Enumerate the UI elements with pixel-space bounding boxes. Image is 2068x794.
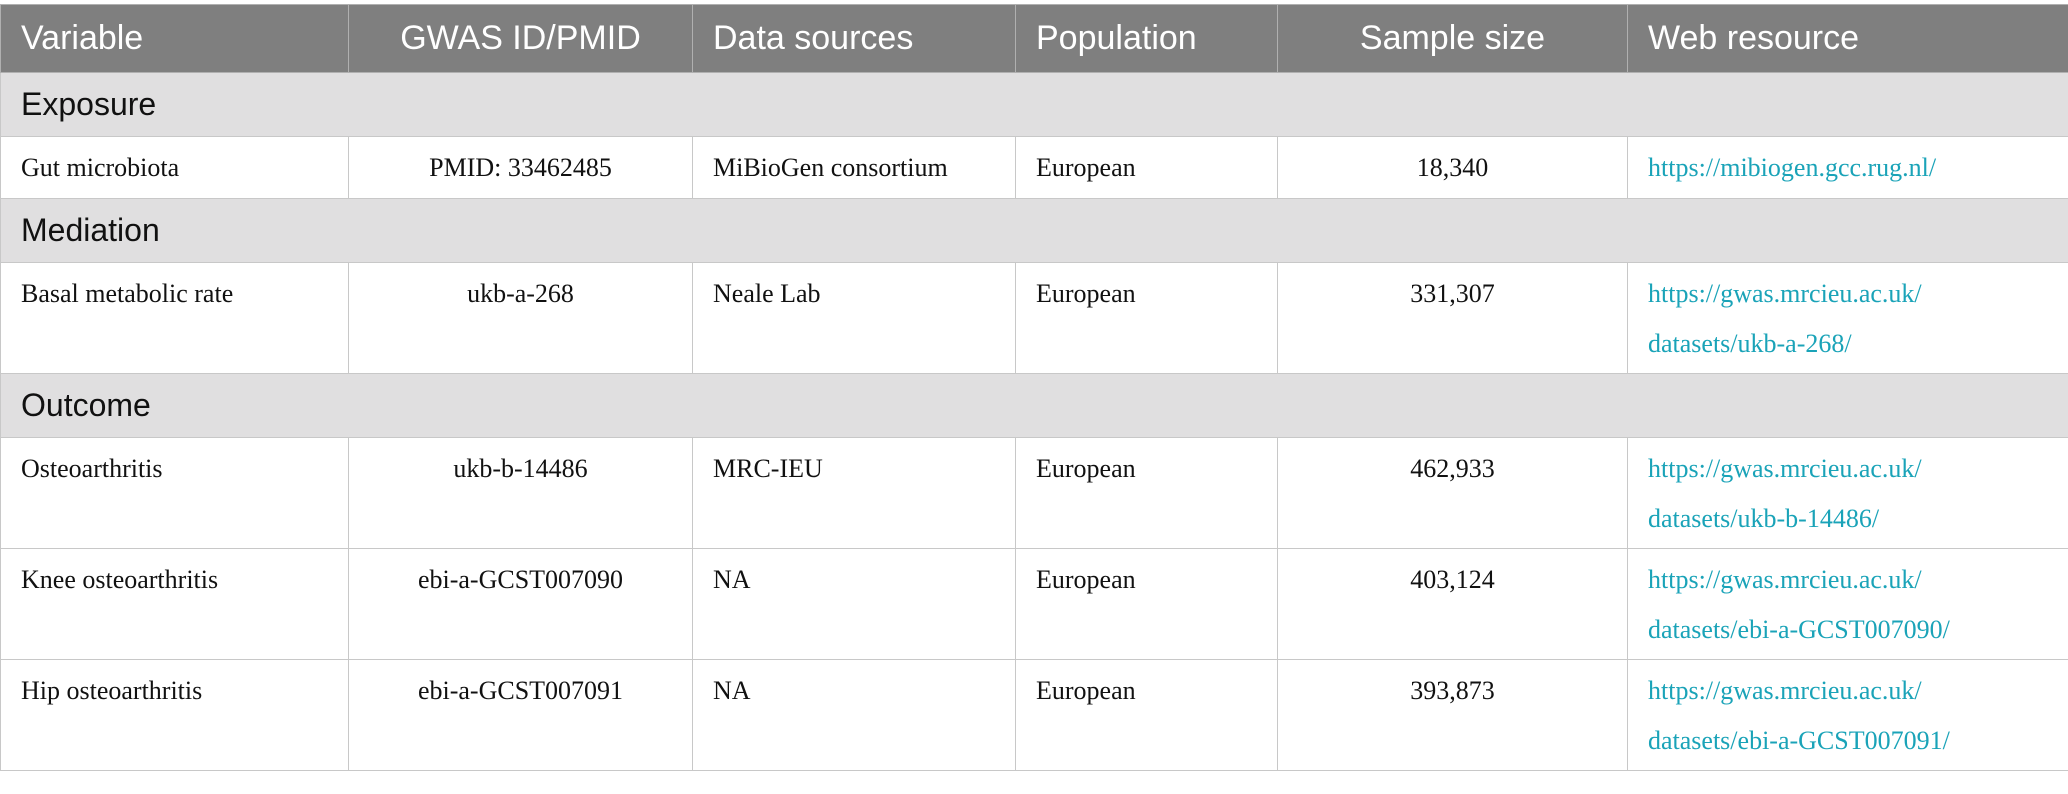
cell-data-source: NA — [692, 548, 1016, 660]
cell-population: European — [1015, 437, 1278, 549]
cell-web-resource: https://gwas.mrcieu.ac.uk/datasets/ukb-a… — [1627, 262, 2068, 374]
header-web-resource: Web resource — [1627, 4, 2068, 73]
table-row: Osteoarthritis ukb-b-14486 MRC-IEU Europ… — [0, 437, 2068, 549]
web-resource-link-cont[interactable]: datasets/ebi-a-GCST007091/ — [1648, 726, 1950, 755]
table-row: Hip osteoarthritis ebi-a-GCST007091 NA E… — [0, 659, 2068, 771]
cell-web-resource: https://gwas.mrcieu.ac.uk/datasets/ukb-b… — [1627, 437, 2068, 549]
section-row-outcome: Outcome — [0, 373, 2068, 438]
web-resource-link[interactable]: https://mibiogen.gcc.rug.nl/ — [1648, 153, 1937, 182]
web-resource-link[interactable]: https://gwas.mrcieu.ac.uk/ — [1648, 279, 1922, 308]
header-population: Population — [1015, 4, 1278, 73]
cell-gwas-id: PMID: 33462485 — [348, 136, 693, 199]
header-data-sources: Data sources — [692, 4, 1016, 73]
web-resource-link-cont[interactable]: datasets/ukb-a-268/ — [1648, 329, 1852, 358]
cell-sample-size: 462,933 — [1277, 437, 1628, 549]
cell-variable: Hip osteoarthritis — [0, 659, 349, 771]
table-row: Knee osteoarthritis ebi-a-GCST007090 NA … — [0, 548, 2068, 660]
data-table: Variable GWAS ID/PMID Data sources Popul… — [0, 4, 2068, 771]
web-resource-link[interactable]: https://gwas.mrcieu.ac.uk/ — [1648, 565, 1922, 594]
header-sample-size: Sample size — [1277, 4, 1628, 73]
section-title: Exposure — [0, 72, 2068, 137]
cell-population: European — [1015, 136, 1278, 199]
section-row-exposure: Exposure — [0, 72, 2068, 137]
cell-variable: Gut microbiota — [0, 136, 349, 199]
web-resource-link[interactable]: https://gwas.mrcieu.ac.uk/ — [1648, 454, 1922, 483]
header-variable: Variable — [0, 4, 349, 73]
table-row: Gut microbiota PMID: 33462485 MiBioGen c… — [0, 136, 2068, 199]
cell-data-source: MRC-IEU — [692, 437, 1016, 549]
header-gwas-id: GWAS ID/PMID — [348, 4, 693, 73]
web-resource-link[interactable]: https://gwas.mrcieu.ac.uk/ — [1648, 676, 1922, 705]
web-resource-link-cont[interactable]: datasets/ukb-b-14486/ — [1648, 504, 1880, 533]
cell-data-source: NA — [692, 659, 1016, 771]
cell-gwas-id: ukb-b-14486 — [348, 437, 693, 549]
cell-data-source: MiBioGen consortium — [692, 136, 1016, 199]
cell-web-resource: https://gwas.mrcieu.ac.uk/datasets/ebi-a… — [1627, 659, 2068, 771]
web-resource-link-cont[interactable]: datasets/ebi-a-GCST007090/ — [1648, 615, 1950, 644]
section-row-mediation: Mediation — [0, 198, 2068, 263]
cell-variable: Knee osteoarthritis — [0, 548, 349, 660]
cell-sample-size: 393,873 — [1277, 659, 1628, 771]
cell-variable: Osteoarthritis — [0, 437, 349, 549]
section-title: Mediation — [0, 198, 2068, 263]
header-row: Variable GWAS ID/PMID Data sources Popul… — [0, 4, 2068, 73]
cell-web-resource: https://gwas.mrcieu.ac.uk/datasets/ebi-a… — [1627, 548, 2068, 660]
cell-data-source: Neale Lab — [692, 262, 1016, 374]
cell-variable: Basal metabolic rate — [0, 262, 349, 374]
cell-gwas-id: ebi-a-GCST007091 — [348, 659, 693, 771]
cell-gwas-id: ebi-a-GCST007090 — [348, 548, 693, 660]
cell-population: European — [1015, 262, 1278, 374]
section-title: Outcome — [0, 373, 2068, 438]
cell-sample-size: 18,340 — [1277, 136, 1628, 199]
cell-population: European — [1015, 659, 1278, 771]
cell-web-resource: https://mibiogen.gcc.rug.nl/ — [1627, 136, 2068, 199]
cell-sample-size: 403,124 — [1277, 548, 1628, 660]
cell-population: European — [1015, 548, 1278, 660]
cell-sample-size: 331,307 — [1277, 262, 1628, 374]
cell-gwas-id: ukb-a-268 — [348, 262, 693, 374]
table-row: Basal metabolic rate ukb-a-268 Neale Lab… — [0, 262, 2068, 374]
